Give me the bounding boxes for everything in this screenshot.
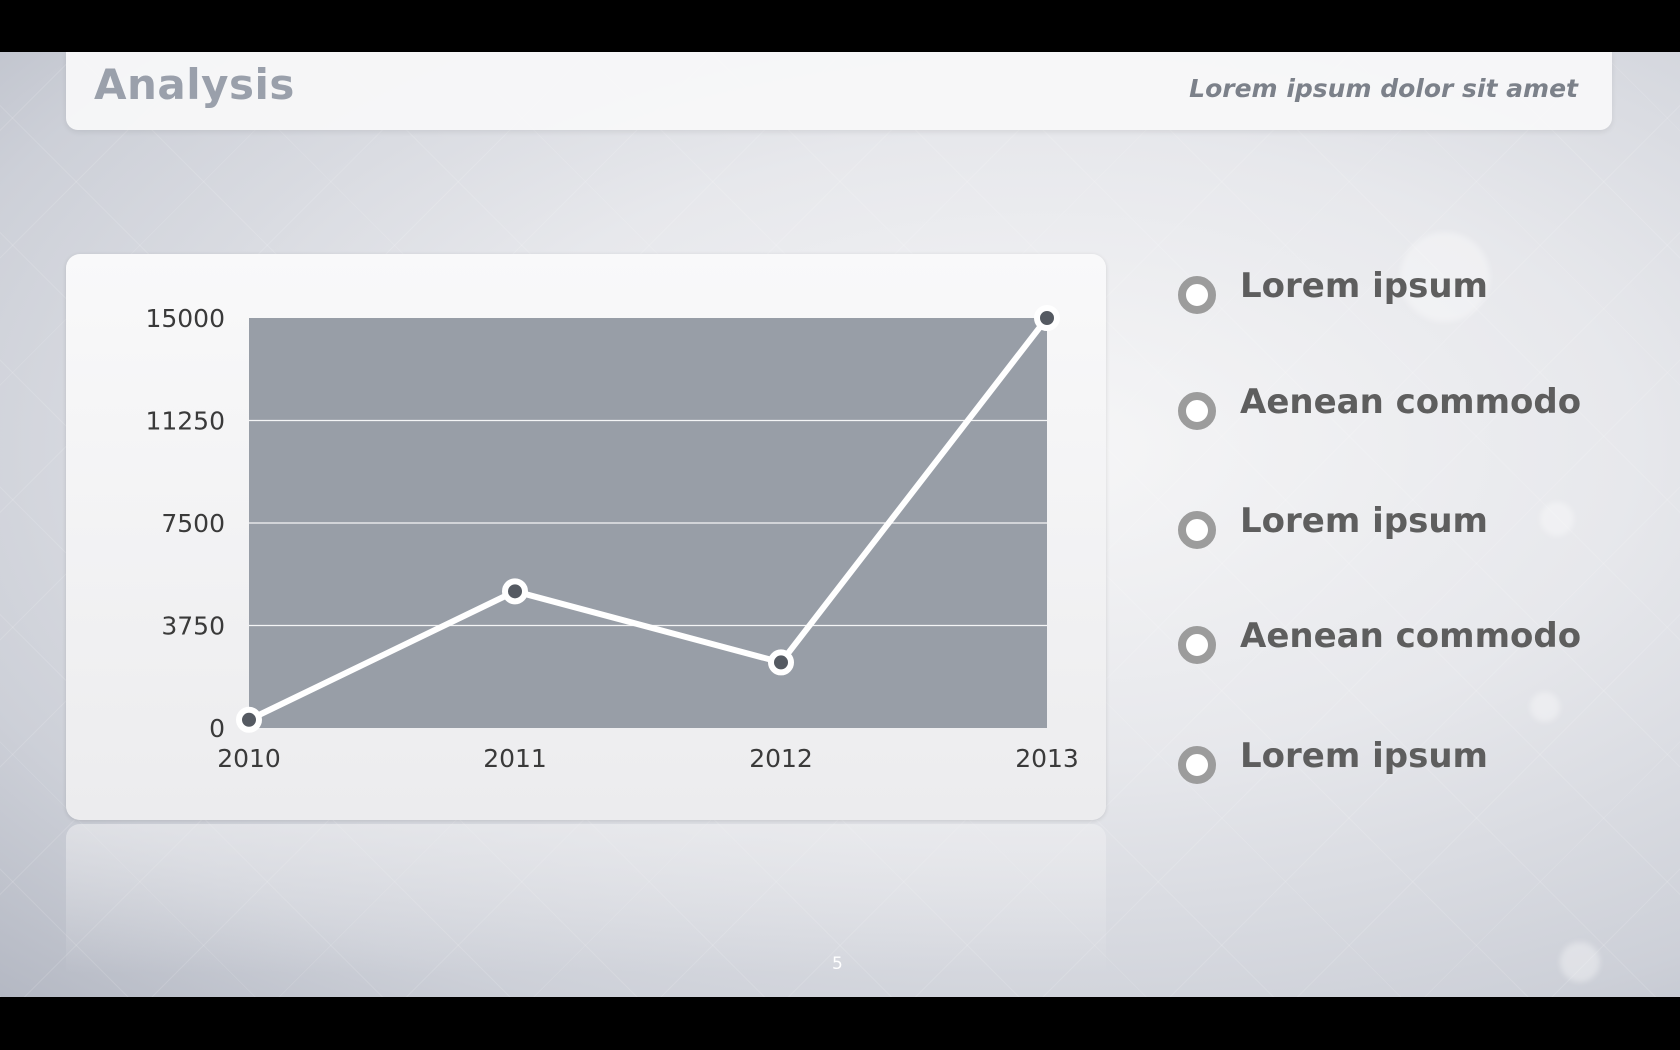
legend-item-label: Lorem ipsum [1240, 501, 1488, 541]
page-subtitle: Lorem ipsum dolor sit amet [1189, 74, 1578, 103]
y-tick-label: 0 [209, 714, 225, 743]
legend-item: Aenean commodo [1178, 380, 1648, 440]
slide: Analysis Lorem ipsum dolor sit amet 0 375… [0, 52, 1680, 997]
data-point [1034, 305, 1060, 331]
data-point [768, 649, 794, 676]
x-tick-label: 2013 [1015, 744, 1079, 773]
bokeh-light [1400, 232, 1490, 322]
x-tick-label: 2010 [217, 744, 281, 773]
circle-marker-icon [1178, 511, 1216, 549]
page-title: Analysis [94, 60, 295, 109]
chart-card: 0 3750 7500 11250 15000 2010 2011 2012 2013 [66, 254, 1106, 820]
bokeh-light [1560, 942, 1600, 982]
legend-item: Lorem ipsum [1178, 264, 1648, 324]
line-chart: 0 3750 7500 11250 15000 2010 2011 2012 2013 [145, 304, 1079, 773]
circle-marker-icon [1178, 392, 1216, 430]
circle-marker-icon [1178, 276, 1216, 314]
y-tick-label: 15000 [145, 304, 225, 333]
legend-item: Lorem ipsum [1178, 499, 1648, 559]
y-tick-label: 7500 [161, 509, 225, 538]
x-tick-label: 2012 [749, 744, 813, 773]
legend-item-label: Lorem ipsum [1240, 266, 1488, 306]
circle-marker-icon [1178, 626, 1216, 664]
bokeh-light [1540, 502, 1574, 536]
chart-reflection [66, 824, 1106, 974]
page-number: 5 [832, 954, 843, 974]
data-point [502, 578, 528, 605]
y-tick-label: 3750 [161, 612, 225, 641]
x-tick-label: 2011 [483, 744, 547, 773]
legend-item: Aenean commodo [1178, 614, 1648, 674]
y-tick-label: 11250 [145, 407, 225, 436]
legend-item: Lorem ipsum [1178, 734, 1648, 794]
legend-item-label: Lorem ipsum [1240, 736, 1488, 776]
bokeh-light [1530, 692, 1560, 722]
circle-marker-icon [1178, 746, 1216, 784]
series-line [246, 315, 1050, 723]
legend-item-label: Aenean commodo [1240, 616, 1582, 656]
header-bar: Analysis Lorem ipsum dolor sit amet [66, 52, 1612, 130]
data-point [236, 706, 262, 733]
legend-item-label: Aenean commodo [1240, 382, 1582, 422]
